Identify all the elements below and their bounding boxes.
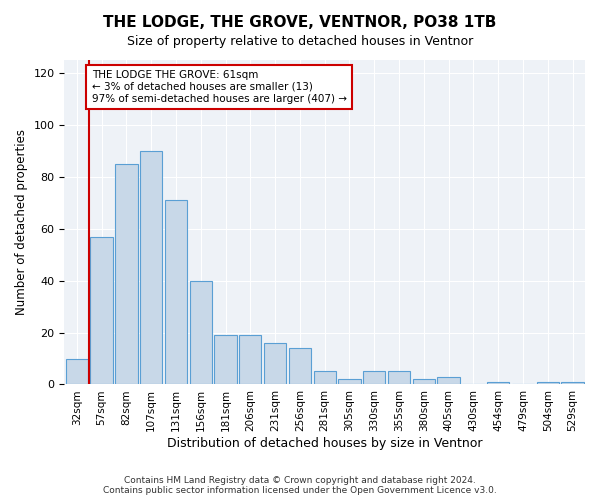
Bar (190, 280, 212, 384)
Bar (239, 335, 262, 384)
Text: Size of property relative to detached houses in Ventnor: Size of property relative to detached ho… (127, 35, 473, 48)
Bar (264, 343, 286, 384)
Text: Contains HM Land Registry data © Crown copyright and database right 2024.
Contai: Contains HM Land Registry data © Crown c… (103, 476, 497, 495)
Bar (562, 382, 584, 384)
Bar (289, 348, 311, 385)
Bar (165, 200, 187, 384)
Bar (338, 380, 361, 384)
Bar (115, 164, 137, 384)
Bar (413, 380, 435, 384)
Bar (437, 376, 460, 384)
Y-axis label: Number of detached properties: Number of detached properties (15, 129, 28, 315)
Bar (388, 372, 410, 384)
Bar (140, 151, 163, 384)
Bar (314, 372, 336, 384)
Bar (91, 236, 113, 384)
Bar (214, 335, 236, 384)
X-axis label: Distribution of detached houses by size in Ventnor: Distribution of detached houses by size … (167, 437, 482, 450)
Text: THE LODGE THE GROVE: 61sqm
← 3% of detached houses are smaller (13)
97% of semi-: THE LODGE THE GROVE: 61sqm ← 3% of detac… (92, 70, 347, 104)
Bar (487, 382, 509, 384)
Bar (65, 358, 88, 384)
Bar (363, 372, 385, 384)
Text: THE LODGE, THE GROVE, VENTNOR, PO38 1TB: THE LODGE, THE GROVE, VENTNOR, PO38 1TB (103, 15, 497, 30)
Bar (536, 382, 559, 384)
